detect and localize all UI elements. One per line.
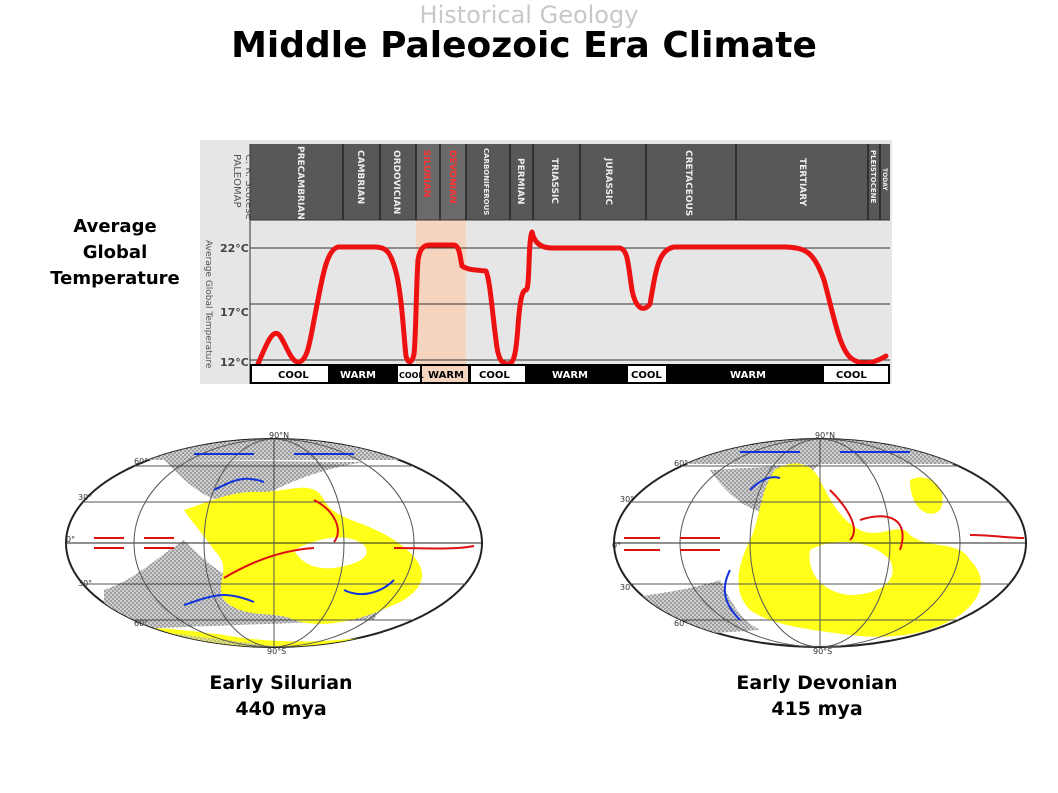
- caption-name: Early Silurian: [209, 672, 353, 694]
- axis-label-line: Temperature: [50, 268, 180, 289]
- devonian-caption: Early Devonian 415 mya: [712, 670, 922, 722]
- period-label: TERTIARY: [797, 158, 807, 207]
- caption-age: 415 mya: [771, 698, 863, 720]
- temperature-chart: C. R. Scotese PALEOMAP Average Global Te…: [200, 140, 892, 384]
- axis-label-line: Average: [73, 216, 157, 237]
- silurian-map: 90°N 60° 30° 0° 30° 60° 90°S: [65, 431, 483, 656]
- period-label: CRETACEOUS: [683, 150, 693, 216]
- latitude-label: 30°: [78, 493, 92, 502]
- period-label: PLEISTOCENE: [869, 150, 877, 204]
- band-label: COOL: [836, 370, 867, 381]
- silurian-caption: Early Silurian 440 mya: [176, 670, 386, 722]
- band-label: WARM: [552, 370, 588, 381]
- tick-label: 22°C: [220, 242, 249, 255]
- band-label: COOL: [399, 371, 424, 380]
- period-label: CARBONIFEROUS: [482, 148, 490, 215]
- latitude-label: 0°: [66, 535, 75, 544]
- credit-line: PALEOMAP: [231, 154, 242, 208]
- period-label: ORDOVICIAN: [391, 150, 401, 214]
- latitude-label: 60°: [134, 457, 148, 466]
- axis-title: Average Global Temperature: [203, 240, 213, 369]
- latitude-label: 90°N: [815, 431, 835, 440]
- period-label: DEVONIAN: [447, 150, 457, 203]
- temperature-axis-label: Average Global Temperature: [30, 214, 200, 292]
- latitude-label: 30°: [620, 583, 634, 592]
- caption-age: 440 mya: [235, 698, 327, 720]
- devonian-map: 90°N 60° 30° 0° 30° 60° 90°S: [612, 431, 1027, 656]
- band-label: COOL: [479, 370, 510, 381]
- page-title: Middle Paleozoic Era Climate: [231, 25, 817, 66]
- latitude-label: 60°: [134, 619, 148, 628]
- period-label: CAMBRIAN: [355, 150, 365, 204]
- period-label: TODAY: [881, 168, 888, 191]
- band-label: COOL: [278, 370, 309, 381]
- latitude-label: 90°S: [813, 647, 832, 656]
- tick-label: 17°C: [220, 306, 249, 319]
- band-label: COOL: [631, 370, 662, 381]
- period-label: PERMIAN: [515, 158, 525, 204]
- latitude-label: 90°N: [269, 431, 289, 440]
- period-label: SILURIAN: [421, 150, 431, 197]
- period-label: PRECAMBRIAN: [295, 146, 305, 220]
- band-label: WARM: [730, 370, 766, 381]
- caption-name: Early Devonian: [736, 672, 898, 694]
- period-label: TRIASSIC: [549, 158, 559, 204]
- latitude-label: 30°: [620, 495, 634, 504]
- subtitle: Historical Geology: [419, 1, 639, 29]
- climate-bands: [250, 364, 890, 384]
- period-label: JURASSIC: [603, 157, 613, 205]
- tick-label: 12°C: [220, 356, 249, 369]
- temperature-curve: [255, 229, 889, 367]
- axis-label-line: Global: [82, 242, 148, 263]
- highlight-header: [416, 144, 466, 220]
- latitude-label: 60°: [674, 459, 688, 468]
- credit-line: C. R. Scotese: [243, 154, 254, 220]
- band-label: WARM: [340, 370, 376, 381]
- latitude-label: 90°S: [267, 647, 286, 656]
- band-label: WARM: [428, 370, 464, 381]
- latitude-label: 30°: [78, 579, 92, 588]
- latitude-label: 60°: [674, 619, 688, 628]
- latitude-label: 0°: [612, 541, 621, 550]
- period-header: [250, 144, 890, 220]
